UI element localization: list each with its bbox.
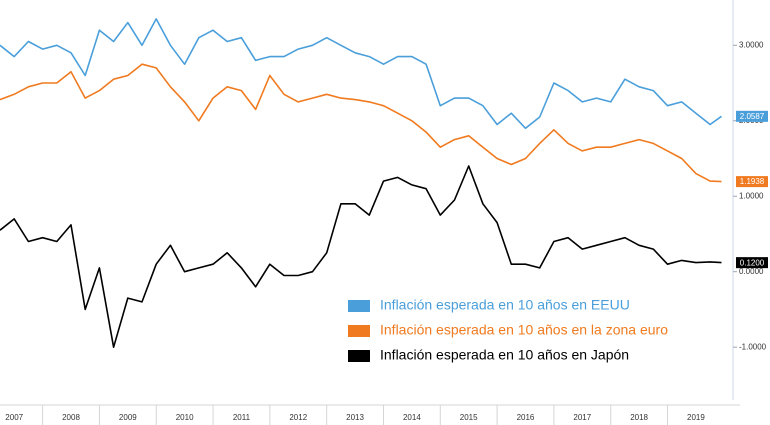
- y-tick-label: 3.0000: [739, 40, 764, 49]
- x-tick-label: 2018: [630, 413, 648, 422]
- legend-swatch: [348, 350, 370, 362]
- y-tick-label: -1.0000: [739, 342, 767, 351]
- last-value-label: 0.1200: [740, 258, 765, 267]
- legend-label: Inflación esperada en 10 años en Japón: [380, 347, 629, 363]
- x-tick-label: 2010: [176, 413, 194, 422]
- legend-label: Inflación esperada en 10 años en EEUU: [380, 297, 630, 313]
- x-tick-label: 2016: [517, 413, 535, 422]
- last-value-box: [736, 176, 768, 188]
- x-tick-label: 2008: [62, 413, 80, 422]
- legend-swatch: [348, 300, 370, 312]
- x-tick-label: 2013: [346, 413, 364, 422]
- series-line: [0, 18, 722, 130]
- legend-swatch: [348, 325, 370, 337]
- y-tick-label: 0.0000: [739, 267, 764, 276]
- x-tick-label: 2015: [460, 413, 478, 422]
- last-value-box: [736, 110, 768, 122]
- x-tick-label: 2009: [119, 413, 137, 422]
- last-value-label: 1.1938: [740, 177, 765, 186]
- series-line: [0, 63, 722, 183]
- x-tick-label: 2012: [289, 413, 307, 422]
- x-tick-label: 2011: [233, 413, 251, 422]
- x-tick-label: 2017: [573, 413, 591, 422]
- x-tick-label: 2014: [403, 413, 421, 422]
- x-tick-label: 2019: [687, 413, 705, 422]
- y-tick-label: 1.0000: [739, 191, 764, 200]
- series-line: [0, 165, 722, 348]
- legend-label: Inflación esperada en 10 años en la zona…: [380, 322, 668, 338]
- last-value-label: 2.0587: [740, 112, 765, 121]
- last-value-box: [736, 257, 768, 269]
- x-tick-label: 2007: [5, 413, 23, 422]
